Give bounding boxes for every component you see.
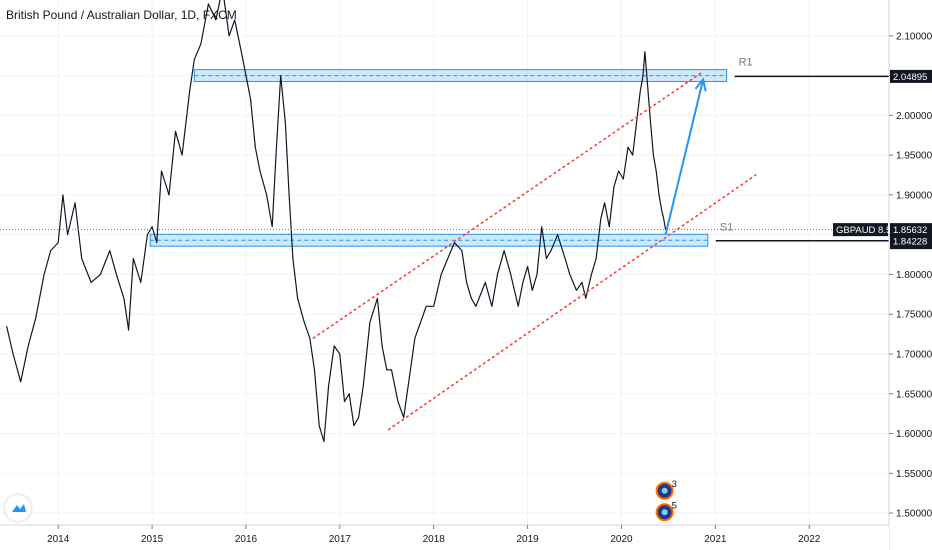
- y-tick-label: 1.55000: [896, 469, 932, 480]
- y-tick-label: 1.75000: [896, 310, 932, 321]
- channel-lower-line[interactable]: [387, 174, 757, 431]
- y-tick-label: 1.60000: [896, 429, 932, 440]
- x-tick-label: 2016: [235, 534, 258, 545]
- zone-label-r1: R1: [739, 57, 753, 69]
- y-tick-label: 1.65000: [896, 389, 932, 400]
- level-price-tag-r1: 2.04895: [893, 72, 927, 83]
- x-tick-label: 2017: [329, 534, 352, 545]
- y-tick-label: 1.90000: [896, 190, 932, 201]
- zone-label-s1: S1: [720, 221, 733, 233]
- time-axis[interactable]: [0, 525, 889, 550]
- event-flag-icon: [661, 509, 668, 516]
- x-tick-label: 2015: [141, 534, 164, 545]
- symbol-change-tag-bg: [833, 223, 888, 237]
- tradingview-logo-icon: [12, 504, 26, 512]
- y-tick-label: 1.80000: [896, 270, 932, 281]
- projection-arrowhead: [694, 77, 707, 92]
- x-tick-label: 2022: [798, 534, 821, 545]
- y-tick-label: 2.10000: [896, 31, 932, 42]
- x-tick-label: 2020: [610, 534, 633, 545]
- symbol-change-tag: GBPAUD 8.57%: [836, 225, 906, 236]
- price-series-line[interactable]: [6, 0, 667, 443]
- x-tick-label: 2014: [47, 534, 70, 545]
- event-count: 5: [672, 500, 677, 511]
- projection-arrow[interactable]: [664, 79, 705, 235]
- zone-s1[interactable]: [149, 233, 709, 247]
- chart-title: British Pound / Australian Dollar, 1D, F…: [6, 8, 237, 22]
- event-count: 3: [672, 479, 677, 490]
- y-tick-label: 2.00000: [896, 111, 932, 122]
- last-price-tag: 1.85632: [893, 225, 927, 236]
- y-tick-label: 1.70000: [896, 349, 932, 360]
- level-price-tag-s1: 1.84228: [893, 236, 927, 247]
- level-price-tag-s1-bg: [890, 234, 932, 248]
- last-price-tag-bg: [890, 223, 932, 237]
- tradingview-logo[interactable]: [5, 495, 31, 521]
- channel-upper-line[interactable]: [312, 70, 704, 339]
- y-tick-label: 1.95000: [896, 151, 932, 162]
- y-tick-label: 1.50000: [896, 509, 932, 520]
- level-price-tag-r1-bg: [890, 69, 932, 83]
- price-axis[interactable]: [889, 0, 932, 550]
- x-tick-label: 2018: [423, 534, 446, 545]
- x-tick-label: 2019: [516, 534, 539, 545]
- event-flag-icon: [661, 487, 668, 494]
- x-tick-label: 2021: [704, 534, 727, 545]
